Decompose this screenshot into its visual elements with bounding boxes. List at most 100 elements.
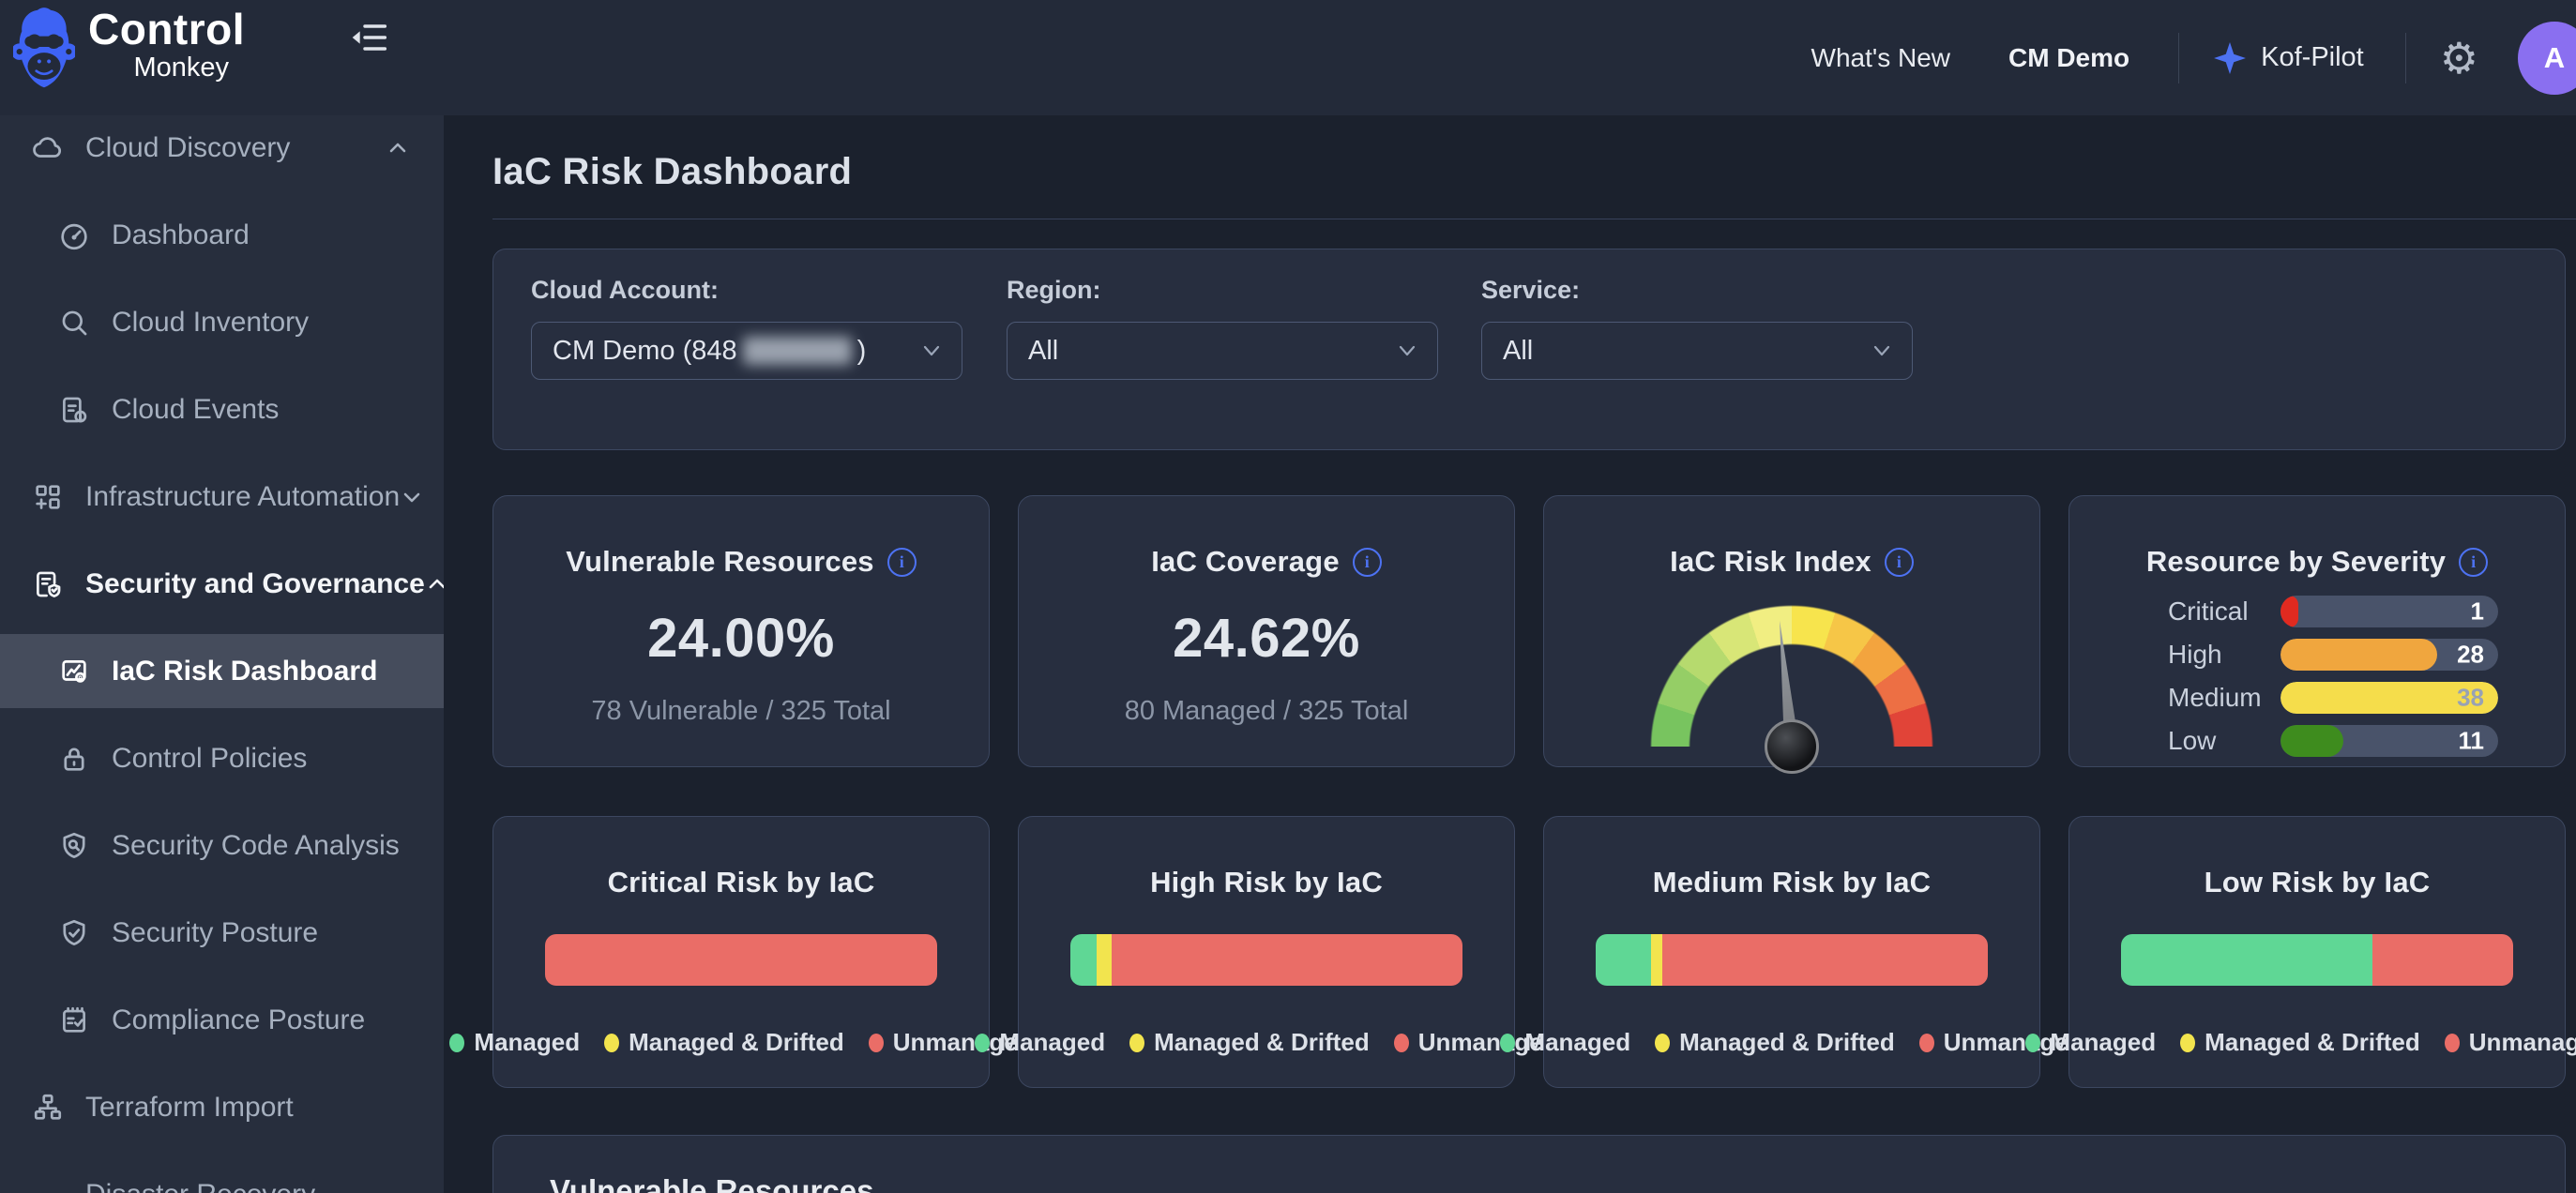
shield-search-icon: [63, 832, 85, 858]
card-title: Low Risk by IaC: [2204, 866, 2431, 899]
sidebar-item-label: Disaster Recovery: [85, 1179, 315, 1193]
legend-dot-icon: [449, 1033, 465, 1052]
sidebar-item-terraform-import[interactable]: Terraform Import: [0, 1064, 444, 1151]
document-alert-icon: [63, 397, 87, 423]
info-icon[interactable]: i: [886, 547, 917, 577]
resource-by-severity-card: Resource by Severity i Critical 1 High 28 Me…: [2068, 495, 2566, 767]
filter-label: Service:: [1481, 276, 1581, 304]
sidebar-item-control-policies[interactable]: Control Policies: [0, 715, 444, 802]
bar-segment-managed: [1596, 934, 1651, 986]
low-risk-by-iac-card: Low Risk by IaC Managed Managed & Drifted U…: [2025, 816, 2576, 1088]
filter-dropdown[interactable]: All: [1007, 322, 1438, 380]
legend-label: Unmanaged: [1417, 1028, 1558, 1056]
sidebar-item-dashboard[interactable]: Dashboard: [0, 191, 444, 279]
legend-item: Managed & Drifted: [1129, 1028, 1370, 1057]
header-actions: What's New CM Demo Kof-Pilot ⚙ A: [1811, 0, 2576, 115]
sidebar: Cloud Discovery Dashboard Cloud Inventory C…: [0, 115, 444, 1193]
legend-label: Managed: [474, 1028, 581, 1056]
sidebar-item-cloud-discovery[interactable]: Cloud Discovery: [0, 115, 444, 191]
legend-item: Managed: [1500, 1028, 1630, 1057]
shield-check-icon: [63, 919, 85, 945]
legend-label: Managed: [2050, 1028, 2157, 1056]
card-title: Vulnerable Resources: [566, 545, 874, 578]
legend-label: Unmanaged: [1943, 1028, 2084, 1056]
whats-new-link[interactable]: What's New: [1811, 42, 1951, 72]
filter-dropdown[interactable]: CM Demo (848): [531, 322, 962, 380]
sidebar-item-label: Security and Governance: [85, 567, 425, 599]
sidebar-item-security-code-analysis[interactable]: Security Code Analysis: [0, 802, 444, 889]
severity-row-critical: Critical 1: [2069, 590, 2565, 633]
legend: Managed Managed & Drifted Unmanaged: [1500, 1028, 2084, 1057]
settings-gear-icon[interactable]: ⚙: [2439, 33, 2478, 83]
org-selector[interactable]: CM Demo: [2008, 42, 2130, 72]
severity-bar: 38: [2281, 682, 2498, 714]
legend-item: Managed: [2025, 1028, 2156, 1057]
sidebar-nav: Cloud Discovery Dashboard Cloud Inventory C…: [0, 115, 444, 1193]
info-icon[interactable]: i: [1352, 547, 1382, 577]
info-icon[interactable]: i: [2459, 547, 2489, 577]
clipboard-check-icon: [63, 1006, 85, 1033]
info-icon[interactable]: i: [1884, 547, 1914, 577]
chevron-down-icon: [403, 492, 420, 502]
legend-item: Unmanaged: [2444, 1028, 2576, 1057]
card-title: IaC Risk Index: [1670, 545, 1871, 578]
sidebar-item-label: Compliance Posture: [112, 1004, 366, 1035]
severity-bar: 28: [2281, 639, 2498, 671]
sidebar-item-disaster-recovery[interactable]: Disaster Recovery: [0, 1151, 444, 1193]
legend-dot-icon: [1918, 1033, 1934, 1052]
stacked-bar: [545, 934, 937, 986]
kpi-subtitle: 78 Vulnerable / 325 Total: [591, 696, 891, 726]
iac-coverage-card: IaC Coverage i 24.62% 80 Managed / 325 T…: [1018, 495, 1515, 767]
legend-dot-icon: [868, 1033, 884, 1052]
document-shield-icon: [37, 571, 61, 597]
sidebar-item-cloud-events[interactable]: Cloud Events: [0, 366, 444, 453]
legend-item: Managed: [975, 1028, 1105, 1057]
chart-monitor-icon: [62, 659, 86, 683]
sidebar-item-iac-risk-dashboard[interactable]: IaC Risk Dashboard: [0, 627, 444, 715]
filter-dropdown[interactable]: All: [1481, 322, 1913, 380]
page-title: IaC Risk Dashboard: [492, 151, 853, 192]
bar-segment-unmanaged: [2371, 934, 2513, 986]
main-content: IaC Risk Dashboard Cloud Account: CM Demo…: [444, 115, 2576, 1193]
kpi-value: 24.00%: [647, 608, 835, 669]
gauge-pivot: [1765, 719, 1819, 774]
dropdown-value: All: [1028, 335, 1059, 366]
logo-title: Control: [88, 5, 246, 53]
bar-segment-managed: [2121, 934, 2372, 986]
sidebar-item-label: Dashboard: [112, 219, 250, 250]
legend-dot-icon: [1655, 1033, 1671, 1052]
filter-cloud-account: Cloud Account: CM Demo (848): [531, 276, 962, 380]
kpi-subtitle: 80 Managed / 325 Total: [1124, 696, 1409, 726]
sidebar-item-infrastructure-automation[interactable]: Infrastructure Automation: [0, 453, 444, 540]
sidebar-collapse-icon[interactable]: [350, 19, 387, 56]
vulnerable-resources-section: Vulnerable Resources: [492, 1135, 2566, 1193]
severity-label: High: [2168, 640, 2222, 669]
severity-row-low: Low 11: [2069, 719, 2565, 763]
legend-dot-icon: [604, 1033, 620, 1052]
high-risk-by-iac-card: High Risk by IaC Managed Managed & Drifted…: [975, 816, 1558, 1088]
legend-dot-icon: [2025, 1033, 2041, 1052]
cloud-icon: [33, 136, 62, 158]
lock-icon: [64, 748, 84, 771]
bar-segment-managed-drifted: [1096, 934, 1112, 986]
controlmonkey-logo[interactable]: Control Monkey: [13, 5, 246, 92]
filter-label: Cloud Account:: [531, 276, 719, 304]
filter-region: Region: All: [1007, 276, 1438, 380]
legend-label: Unmanaged: [2468, 1028, 2576, 1056]
copilot-button[interactable]: Kof-Pilot: [2213, 41, 2364, 75]
severity-label: Critical: [2168, 596, 2249, 626]
legend-dot-icon: [1500, 1033, 1516, 1052]
severity-bar: 1: [2281, 596, 2498, 627]
sidebar-item-cloud-inventory[interactable]: Cloud Inventory: [0, 279, 444, 366]
sidebar-item-security-posture[interactable]: Security Posture: [0, 889, 444, 976]
bar-segment-unmanaged: [545, 934, 937, 986]
sidebar-item-security-and-governance[interactable]: Security and Governance: [0, 540, 444, 627]
sidebar-item-compliance-posture[interactable]: Compliance Posture: [0, 976, 444, 1064]
header-divider: [2404, 32, 2406, 83]
critical-risk-by-iac-card: Critical Risk by IaC Managed Managed & Dri…: [449, 816, 1033, 1088]
search-icon: [62, 310, 87, 335]
chevron-down-icon: [923, 345, 940, 356]
legend-label: Managed & Drifted: [1154, 1028, 1370, 1056]
user-avatar[interactable]: A: [2518, 21, 2576, 95]
